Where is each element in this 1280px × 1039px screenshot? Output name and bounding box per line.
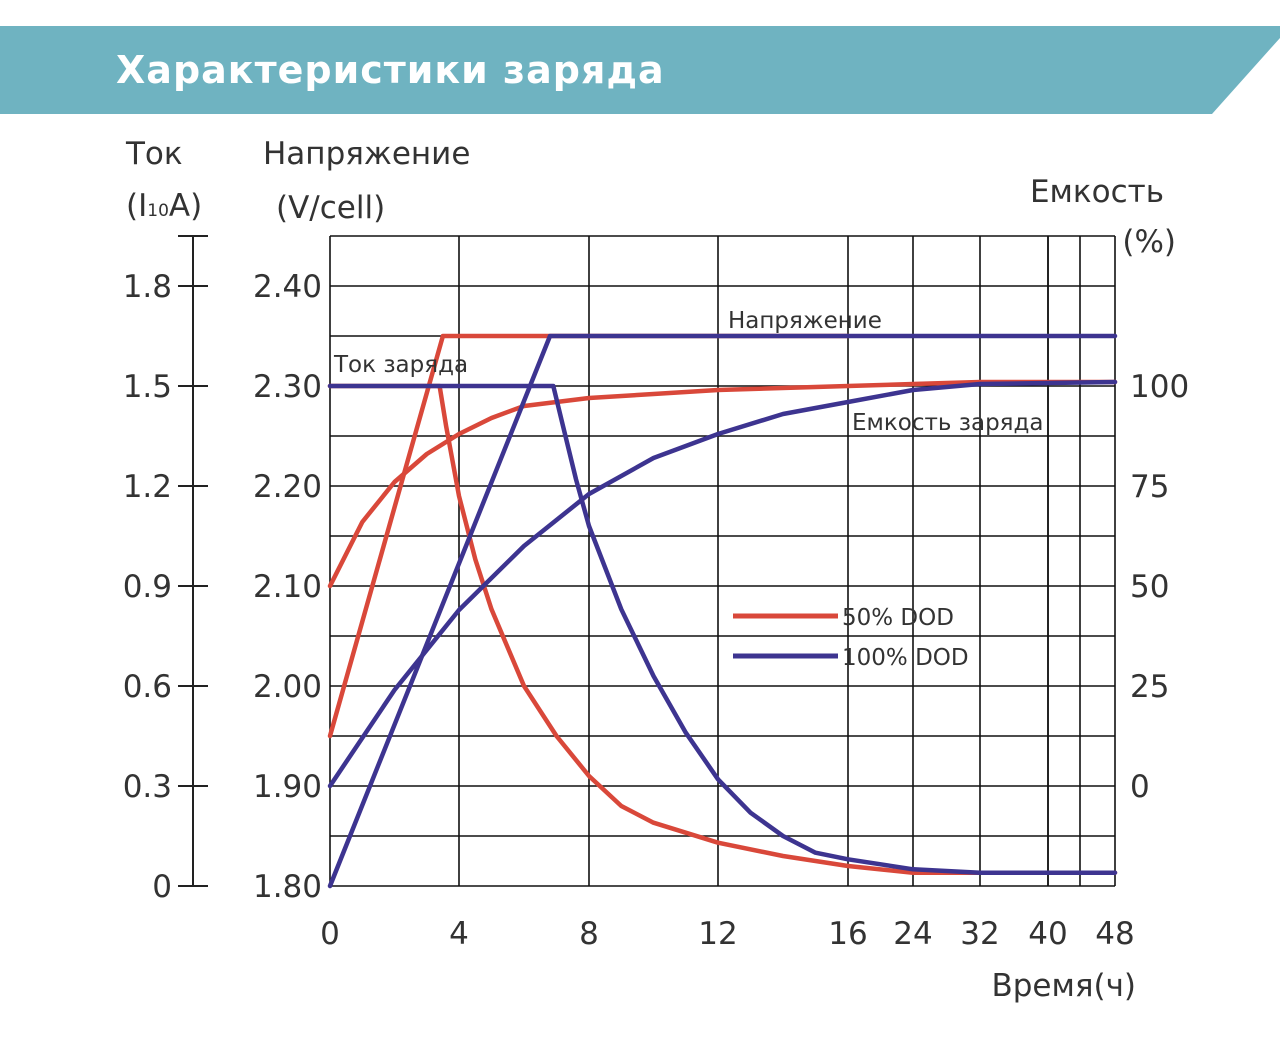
x-tick-label: 16 (828, 916, 867, 952)
series-current-50dod (327, 383, 1118, 875)
header-banner: Характеристики заряда (0, 26, 1280, 114)
series-current-100dod (327, 383, 1118, 875)
current-axis-title: Ток (125, 136, 183, 172)
x-tick-label: 4 (449, 916, 469, 952)
current-axis-unit-subscript: 10 (147, 201, 169, 221)
current-tick-label: 1.8 (123, 269, 172, 305)
x-tick-label: 12 (698, 916, 737, 952)
voltage-tick-label: 2.30 (253, 369, 322, 405)
page-title: Характеристики заряда (116, 48, 665, 92)
voltage-tick-label: 2.10 (253, 569, 322, 605)
series-voltage-100dod (327, 333, 1118, 889)
voltage-annotation: Напряжение (728, 308, 882, 334)
current-axis-unit: (I10A) (126, 188, 202, 224)
capacity-annotation: Емкость заряда (852, 410, 1044, 436)
capacity-tick-label: 100 (1130, 369, 1189, 405)
current-tick-label: 0.3 (123, 769, 172, 805)
voltage-tick-label: 2.40 (253, 269, 322, 305)
chart-grid (329, 235, 1116, 887)
capacity-axis-title: Емкость (1030, 174, 1164, 210)
chart-axes: 0 0.3 0.6 0.9 1.2 1.5 1.8 1.80 1.90 2.00 2.10 2.20 2… (123, 235, 1189, 952)
x-tick-label: 8 (579, 916, 599, 952)
x-tick-label: 40 (1028, 916, 1067, 952)
capacity-axis-unit: (%) (1122, 224, 1176, 260)
voltage-axis-title: Напряжение (263, 136, 470, 172)
voltage-tick-label: 1.80 (253, 869, 322, 905)
current-tick-label: 1.5 (123, 369, 172, 405)
x-tick-label: 24 (893, 916, 932, 952)
series-capacity-100dod (327, 379, 1118, 789)
chart-series (327, 333, 1118, 889)
voltage-tick-label: 2.20 (253, 469, 322, 505)
capacity-tick-label: 75 (1130, 469, 1169, 505)
current-tick-label: 0.6 (123, 669, 172, 705)
x-tick-label: 0 (320, 916, 340, 952)
chart-labels: Ток (I10A) Напряжение (V/cell) Емкость (%) Вре… (125, 136, 1176, 1004)
current-tick-label: 0.9 (123, 569, 172, 605)
capacity-tick-label: 25 (1130, 669, 1169, 705)
current-tick-label: 1.2 (123, 469, 172, 505)
x-tick-label: 48 (1095, 916, 1134, 952)
current-axis-unit-suffix: A) (169, 188, 202, 224)
voltage-axis-unit: (V/cell) (276, 190, 385, 226)
banner-shape (0, 26, 1280, 114)
voltage-tick-label: 2.00 (253, 669, 322, 705)
legend-label: 50% DOD (842, 605, 954, 631)
capacity-tick-label: 0 (1130, 769, 1150, 805)
x-tick-label: 32 (960, 916, 999, 952)
current-tick-label: 0 (152, 869, 172, 905)
capacity-tick-label: 50 (1130, 569, 1169, 605)
legend-label: 100% DOD (842, 645, 969, 671)
current-annotation: Ток заряда (333, 352, 468, 378)
x-axis-title: Время(ч) (991, 968, 1136, 1004)
voltage-tick-label: 1.90 (253, 769, 322, 805)
